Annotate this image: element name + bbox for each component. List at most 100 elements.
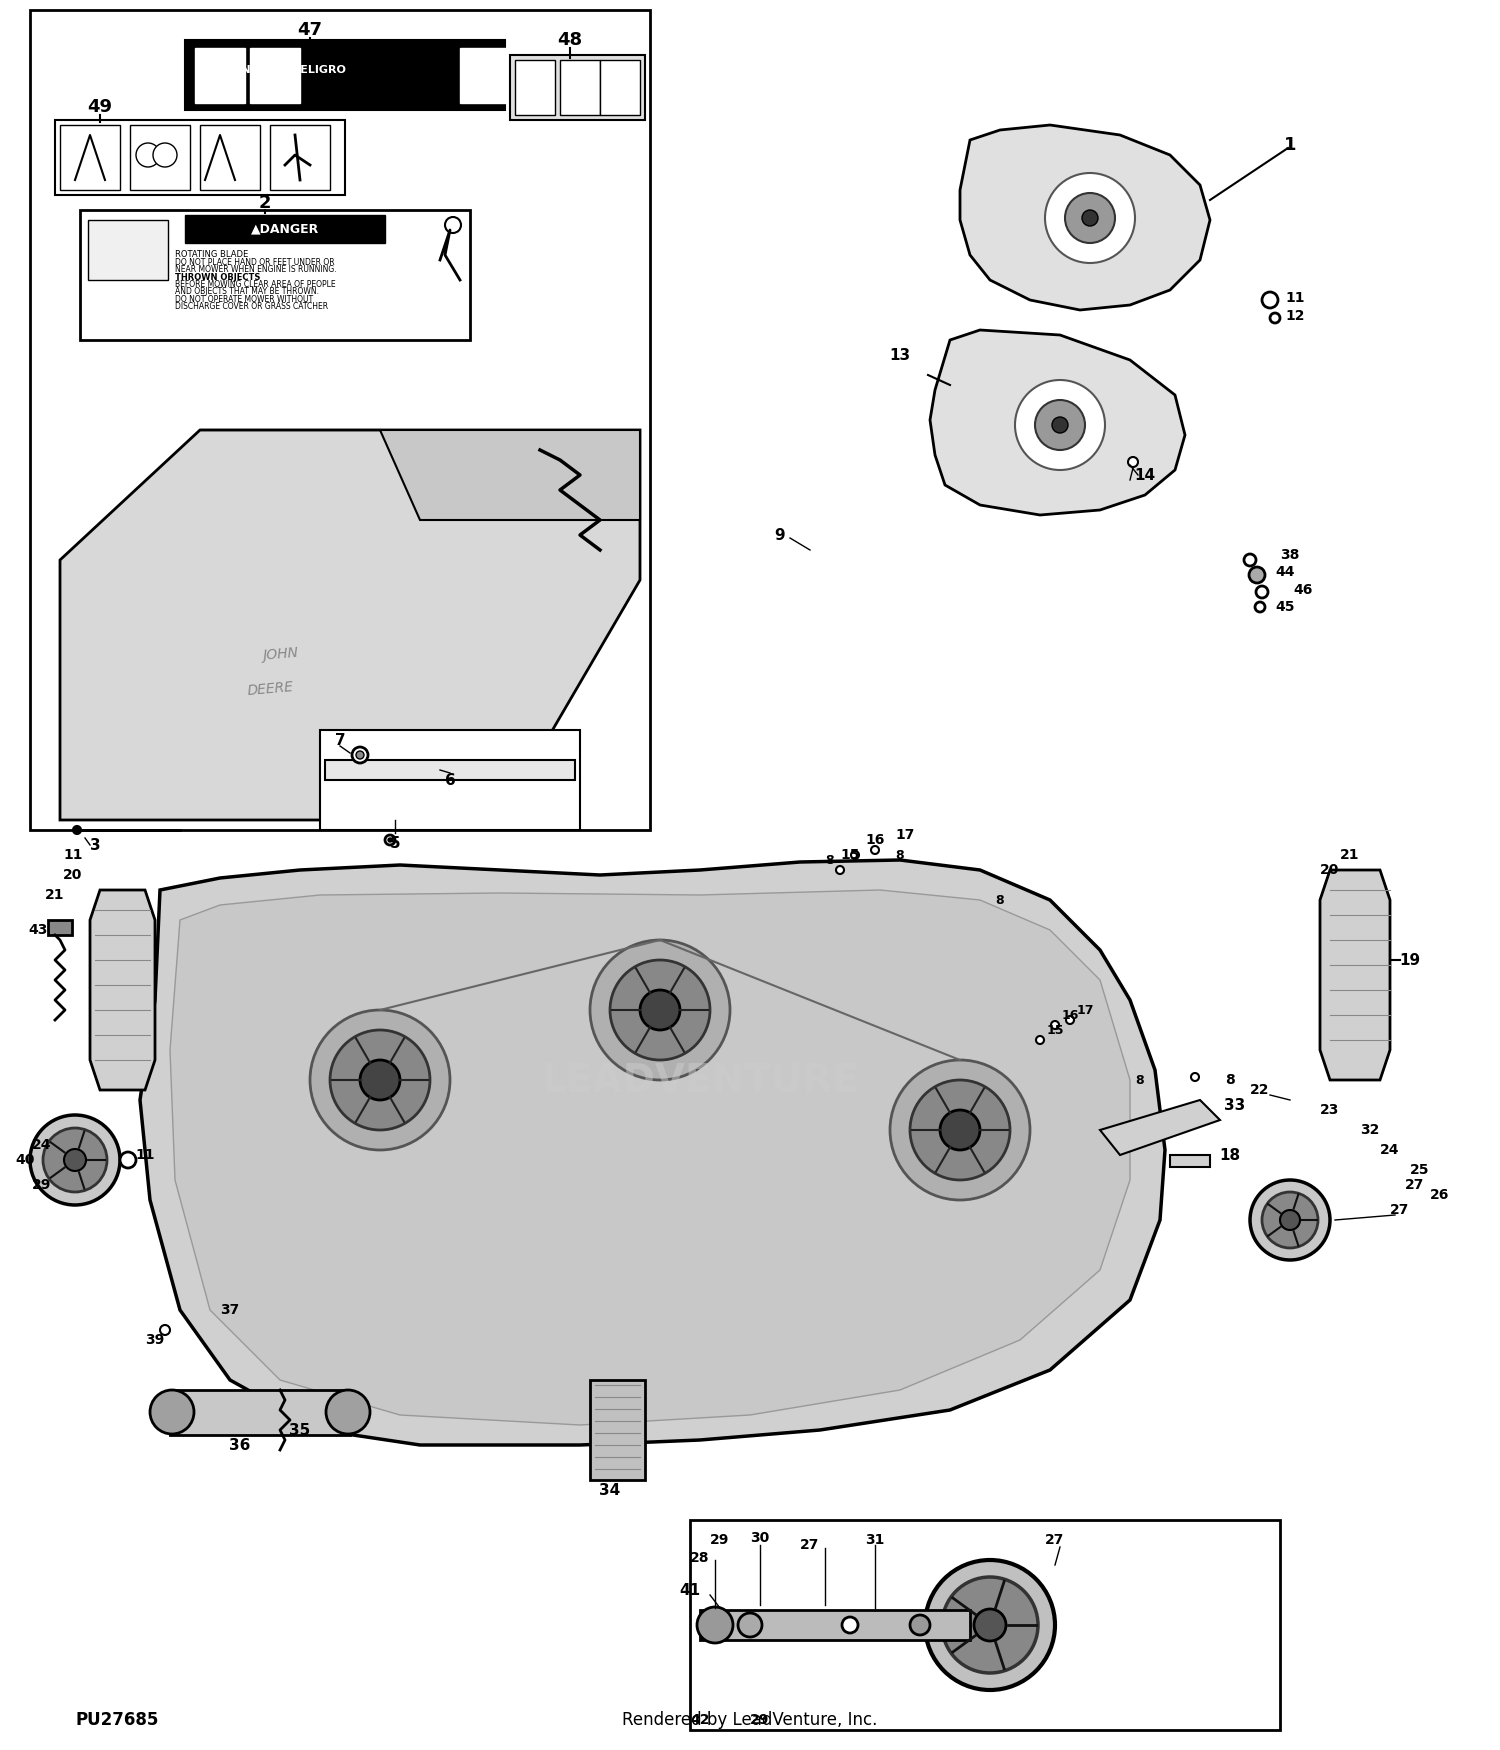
- Text: DEERE: DEERE: [246, 681, 294, 698]
- Text: 5: 5: [390, 835, 400, 850]
- Text: 11: 11: [1286, 290, 1305, 304]
- Polygon shape: [60, 430, 640, 821]
- Text: 30: 30: [750, 1531, 770, 1545]
- Text: 47: 47: [297, 21, 322, 38]
- Circle shape: [910, 1615, 930, 1634]
- Circle shape: [160, 1325, 170, 1335]
- Text: ▲DANGER: ▲DANGER: [251, 222, 320, 236]
- Text: 49: 49: [87, 98, 112, 116]
- Text: AND OBJECTS THAT MAY BE THROWN.: AND OBJECTS THAT MAY BE THROWN.: [176, 287, 320, 296]
- Circle shape: [326, 1390, 370, 1433]
- Text: 26: 26: [1431, 1188, 1449, 1202]
- Text: 8: 8: [996, 894, 1005, 906]
- Text: 16: 16: [1062, 1008, 1078, 1022]
- Bar: [326, 760, 574, 780]
- Circle shape: [1270, 313, 1280, 324]
- Circle shape: [1016, 380, 1106, 471]
- Circle shape: [842, 1617, 858, 1633]
- Circle shape: [698, 1606, 734, 1643]
- Circle shape: [1191, 1073, 1198, 1082]
- Text: 28: 28: [690, 1550, 709, 1564]
- Text: DISCHARGE COVER OR GRASS CATCHER: DISCHARGE COVER OR GRASS CATCHER: [176, 303, 328, 312]
- Circle shape: [310, 1010, 450, 1150]
- Circle shape: [836, 866, 844, 873]
- Text: 43: 43: [28, 922, 48, 936]
- Text: ▲DANGER  ▲PELIGRO: ▲DANGER ▲PELIGRO: [214, 65, 345, 75]
- Text: 8: 8: [825, 854, 834, 866]
- Circle shape: [44, 1129, 106, 1192]
- Circle shape: [388, 838, 392, 842]
- Text: 45: 45: [1275, 600, 1294, 614]
- Circle shape: [136, 144, 160, 166]
- Bar: [60, 124, 120, 191]
- Text: 8: 8: [1136, 1073, 1144, 1087]
- Circle shape: [1128, 457, 1138, 467]
- Text: LEADVENTURE: LEADVENTURE: [542, 1060, 860, 1099]
- Bar: [1170, 1155, 1210, 1167]
- Bar: [700, 1610, 970, 1640]
- Text: BEFORE MOWING CLEAR AREA OF PEOPLE: BEFORE MOWING CLEAR AREA OF PEOPLE: [176, 280, 336, 289]
- Circle shape: [1244, 555, 1256, 565]
- Circle shape: [30, 1115, 120, 1206]
- Text: 12: 12: [1286, 310, 1305, 324]
- Circle shape: [910, 1080, 1010, 1180]
- Circle shape: [1082, 210, 1098, 226]
- Polygon shape: [200, 430, 640, 520]
- Bar: [130, 124, 190, 191]
- Bar: [560, 60, 600, 116]
- Text: 20: 20: [1320, 863, 1340, 877]
- Text: 27: 27: [1046, 1533, 1065, 1547]
- Text: 2: 2: [260, 194, 272, 212]
- Text: 22: 22: [1250, 1083, 1269, 1097]
- Circle shape: [640, 990, 680, 1031]
- Circle shape: [871, 845, 879, 854]
- Polygon shape: [90, 891, 154, 1090]
- Circle shape: [360, 1060, 401, 1101]
- Text: 40: 40: [15, 1153, 34, 1167]
- Text: 39: 39: [146, 1334, 165, 1348]
- Circle shape: [1256, 586, 1268, 598]
- Text: 24: 24: [33, 1138, 53, 1152]
- Circle shape: [590, 940, 730, 1080]
- Text: ROTATING BLADE: ROTATING BLADE: [176, 250, 249, 259]
- Circle shape: [120, 1152, 136, 1167]
- Text: 21: 21: [1340, 849, 1359, 863]
- Text: 29: 29: [33, 1178, 51, 1192]
- Text: 25: 25: [1410, 1164, 1430, 1178]
- Circle shape: [1250, 567, 1264, 583]
- Text: 41: 41: [680, 1582, 700, 1598]
- Bar: [80, 210, 470, 340]
- Circle shape: [940, 1110, 980, 1150]
- Text: 27: 27: [801, 1538, 819, 1552]
- Text: 6: 6: [444, 772, 456, 788]
- Polygon shape: [930, 331, 1185, 514]
- Circle shape: [1256, 602, 1264, 612]
- Text: 34: 34: [600, 1482, 621, 1498]
- Text: 7: 7: [334, 733, 345, 747]
- Text: 38: 38: [1281, 548, 1299, 562]
- Text: 11: 11: [63, 849, 82, 863]
- Circle shape: [1052, 1020, 1059, 1029]
- Text: 29: 29: [711, 1533, 729, 1547]
- Circle shape: [738, 1614, 762, 1636]
- Text: 16: 16: [865, 833, 885, 847]
- Bar: [48, 920, 72, 934]
- Text: 24: 24: [1380, 1143, 1400, 1157]
- Circle shape: [1052, 416, 1068, 432]
- Circle shape: [64, 1150, 86, 1171]
- Polygon shape: [1320, 870, 1390, 1080]
- Circle shape: [1066, 1017, 1074, 1024]
- Bar: [690, 1521, 1280, 1731]
- Bar: [184, 215, 386, 243]
- Circle shape: [610, 961, 710, 1060]
- Text: 19: 19: [1400, 952, 1420, 968]
- Bar: [270, 124, 330, 191]
- Bar: [30, 10, 650, 830]
- Text: 21: 21: [45, 887, 64, 901]
- Bar: [600, 60, 640, 116]
- Text: 8: 8: [1226, 1073, 1234, 1087]
- Text: 17: 17: [896, 828, 915, 842]
- Bar: [200, 124, 260, 191]
- Text: 29: 29: [750, 1713, 770, 1727]
- Text: 46: 46: [1293, 583, 1312, 597]
